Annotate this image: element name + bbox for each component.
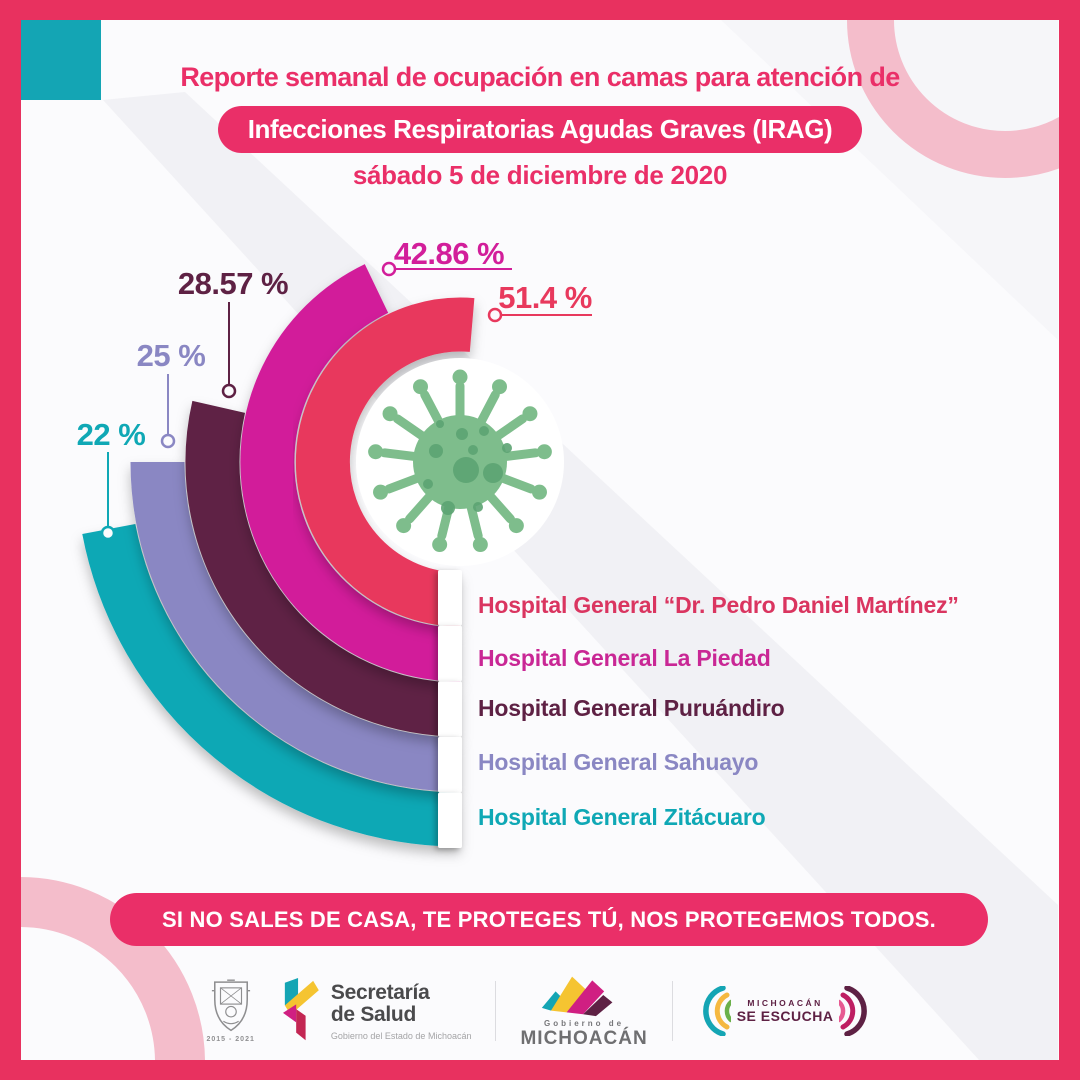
hospital-label-zitacuaro: Hospital General Zitácuaro (478, 804, 766, 830)
coronavirus-icon (368, 369, 552, 553)
percent-label-puruandiro: 28.57 % (177, 266, 289, 301)
percent-label-zitacuaro: 22 % (76, 417, 146, 452)
percent-label-la-piedad: 42.86 % (393, 236, 505, 271)
leader-dot-3 (160, 433, 176, 449)
rings-layer (82, 261, 592, 848)
salud-line2: de Salud (330, 1002, 416, 1026)
page-title: Reporte semanal de ocupación en camas pa… (180, 62, 900, 92)
leader-dot-4 (100, 525, 116, 541)
ring-arc-0 (295, 297, 475, 627)
ring-end-tab-4 (438, 792, 462, 848)
percent-label-martinez: 51.4 % (498, 280, 592, 315)
ring-end-tab-3 (438, 736, 462, 793)
ring-arc-1 (240, 264, 461, 682)
ring-arc-4 (82, 523, 461, 847)
footer-logos: 2015 - 2021 Secretaría de Salud Gobierno… (21, 968, 1059, 1054)
report-date: sábado 5 de diciembre de 2020 (352, 160, 728, 190)
ring-arc-2 (185, 400, 461, 737)
ring-arc-3 (130, 461, 461, 792)
shield-caption: 2015 - 2021 (206, 1036, 255, 1043)
leader-dot-1 (381, 261, 397, 277)
shield-icon (211, 979, 250, 1032)
footer-divider-1 (495, 981, 497, 1041)
michoacan-mountains-icon (541, 976, 613, 1017)
ring-end-tab-2 (438, 681, 462, 737)
secretaria-salud-logo: Secretaría de Salud Gobierno del Estado … (279, 978, 472, 1044)
ring-end-tab-1 (438, 625, 462, 682)
teal-square-decoration (21, 20, 101, 100)
leader-dot-2 (221, 383, 237, 399)
gobierno-de-label: Gobierno de (544, 1019, 625, 1028)
title-badge: Infecciones Respiratorias Agudas Graves … (217, 106, 863, 153)
hospital-label-la-piedad: Hospital General La Piedad (478, 645, 771, 671)
gobierno-michoacan-logo: Gobierno de MICHOACÁN (520, 973, 647, 1049)
corner-ring-decoration-top-right (847, 20, 1059, 178)
state-shield-logo: 2015 - 2021 (207, 979, 255, 1043)
salud-subtitle: Gobierno del Estado de Michoacán (330, 1030, 472, 1041)
escucha-top-label: MICHOACÁN (747, 998, 823, 1008)
percent-label-sahuayo: 25 % (136, 338, 206, 373)
salud-line1: Secretaría (330, 980, 430, 1004)
sound-waves-left-icon (702, 986, 731, 1036)
michoacan-se-escucha-logo: MICHOACÁN SE ESCUCHA (697, 986, 874, 1036)
hospital-label-puruandiro: Hospital General Puruándiro (478, 695, 785, 721)
ring-end-tab-0 (438, 570, 462, 626)
sound-waves-right-icon (839, 986, 868, 1036)
salud-k-icon (282, 978, 319, 1041)
infographic-card: Reporte semanal de ocupación en camas pa… (21, 20, 1059, 1060)
footer-divider-2 (671, 981, 673, 1041)
title-badge-row: Infecciones Respiratorias Agudas Graves … (21, 106, 1059, 153)
michoacan-wordmark: MICHOACÁN (520, 1028, 648, 1049)
stay-home-banner-text: SI NO SALES DE CASA, TE PROTEGES TÚ, NOS… (162, 906, 936, 932)
escucha-bottom-label: SE ESCUCHA (736, 1008, 834, 1024)
escucha-wordmark: MICHOACÁN SE ESCUCHA (737, 998, 834, 1024)
hospital-label-sahuayo: Hospital General Sahuayo (478, 749, 759, 775)
hospital-label-martinez: Hospital General “Dr. Pedro Daniel Martí… (478, 592, 959, 618)
occupancy-radial-chart (21, 20, 1059, 1060)
watermark-corner-wedge (721, 20, 1058, 340)
stay-home-banner: SI NO SALES DE CASA, TE PROTEGES TÚ, NOS… (110, 893, 988, 946)
leader-dot-0 (487, 307, 503, 323)
salud-wordmark: Secretaría de Salud Gobierno del Estado … (330, 980, 472, 1041)
